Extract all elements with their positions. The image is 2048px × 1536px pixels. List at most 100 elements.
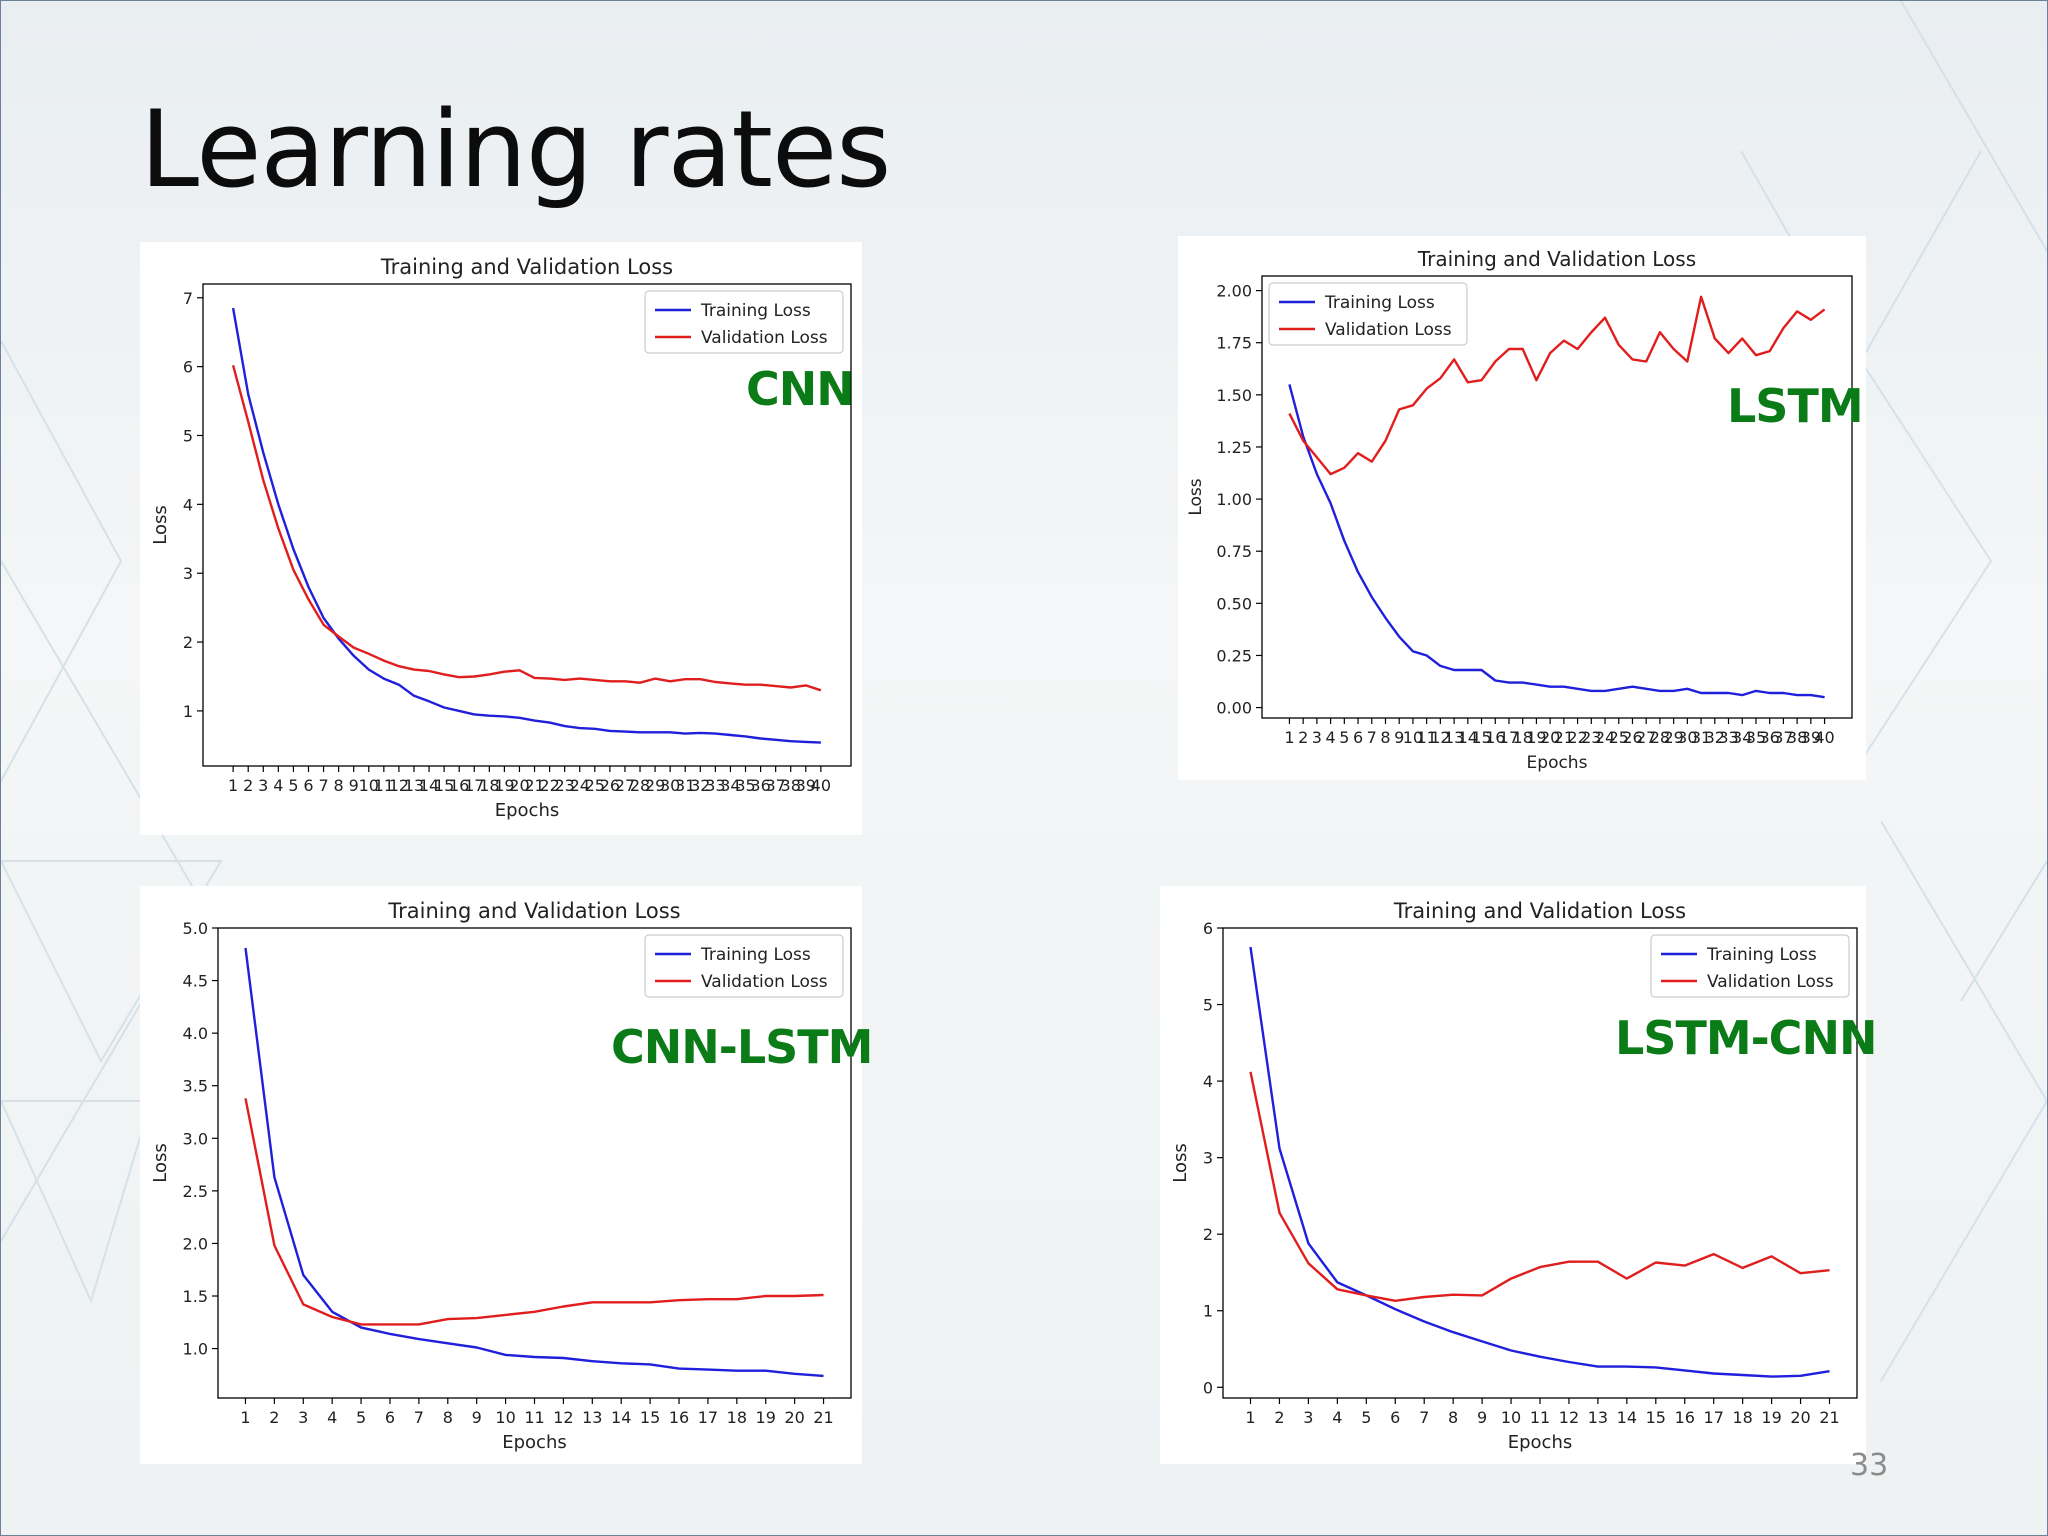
x-tick-label: 9 [349,776,359,795]
chart-title: Training and Validation Loss [380,255,673,279]
x-tick-label: 13 [404,776,424,795]
x-tick-label: 3 [298,1408,308,1427]
x-tick-label: 35 [735,776,755,795]
x-tick-label: 3 [1303,1408,1313,1427]
plot-frame [1222,927,1858,1399]
x-tick-label: 19 [1761,1408,1781,1427]
x-tick-label: 39 [1801,728,1821,747]
x-tick-label: 8 [1448,1408,1458,1427]
x-tick-label: 34 [1732,728,1752,747]
x-tick-label: 37 [765,776,785,795]
x-tick-label: 20 [509,776,529,795]
model-label-cnn: CNN [746,362,855,416]
y-tick-label: 4 [1203,1072,1213,1091]
legend-entry: Validation Loss [701,972,828,992]
x-tick-label: 17 [1499,728,1519,747]
x-tick-label: 23 [554,776,574,795]
y-tick-label: 0.50 [1216,594,1252,613]
page-number: 33 [1850,1448,1889,1483]
training-loss-line [244,947,824,1378]
x-tick-label: 13 [1588,1408,1608,1427]
x-tick-label: 5 [356,1408,366,1427]
x-tick-label: 1 [1284,728,1294,747]
x-axis-label: Epochs [495,800,560,821]
x-tick-label: 2 [1298,728,1308,747]
training-loss-line [1288,384,1825,699]
y-tick-label: 0 [1203,1378,1213,1397]
y-tick-label: 2 [183,633,193,652]
x-tick-label: 12 [1559,1408,1579,1427]
x-tick-label: 38 [781,776,801,795]
legend-entry: Validation Loss [1707,972,1834,992]
y-tick-label: 0.75 [1216,542,1252,561]
x-tick-label: 21 [813,1408,833,1427]
x-tick-label: 1 [228,776,238,795]
x-tick-label: 20 [1540,728,1560,747]
x-tick-label: 23 [1581,728,1601,747]
x-tick-label: 19 [1526,728,1546,747]
x-tick-label: 15 [640,1408,660,1427]
x-tick-label: 16 [1675,1408,1695,1427]
x-tick-label: 27 [1636,728,1656,747]
x-tick-label: 27 [615,776,635,795]
x-tick-label: 25 [585,776,605,795]
x-tick-label: 31 [1691,728,1711,747]
x-tick-label: 14 [611,1408,631,1427]
x-tick-label: 2 [243,776,253,795]
y-axis-label: Loss [1186,478,1206,515]
x-tick-label: 5 [1339,728,1349,747]
x-tick-label: 16 [669,1408,689,1427]
plot-frame [1261,275,1853,719]
x-tick-label: 18 [479,776,499,795]
x-tick-label: 25 [1609,728,1629,747]
y-tick-label: 2.00 [1216,282,1252,301]
chart-lstm: Training and Validation Loss 0.00 0.25 0.50… [1186,247,1853,773]
x-tick-label: 4 [1332,1408,1342,1427]
x-axis-label: Epochs [502,1432,567,1453]
training-loss-line [1249,946,1830,1378]
x-tick-label: 14 [419,776,439,795]
y-tick-label: 4.0 [183,1024,208,1043]
x-tick-label: 5 [1361,1408,1371,1427]
x-tick-label: 29 [1663,728,1683,747]
x-tick-label: 7 [1367,728,1377,747]
x-tick-label: 4 [1326,728,1336,747]
x-tick-label: 18 [1732,1408,1752,1427]
y-tick-label: 6 [1203,919,1213,938]
x-tick-label: 31 [675,776,695,795]
x-tick-label: 35 [1746,728,1766,747]
y-axis-label: Loss [1170,1143,1191,1182]
x-tick-label: 20 [784,1408,804,1427]
y-axis-label: Loss [150,505,171,544]
x-tick-label: 26 [600,776,620,795]
x-tick-label: 12 [553,1408,573,1427]
x-tick-label: 33 [1718,728,1738,747]
training-loss-line [231,307,821,744]
y-tick-label: 1.00 [1216,490,1252,509]
x-tick-label: 15 [1471,728,1491,747]
y-tick-label: 2.5 [183,1182,208,1201]
x-tick-label: 9 [1394,728,1404,747]
legend-entry: Training Loss [700,301,811,321]
chart-title: Training and Validation Loss [387,899,680,923]
x-tick-label: 6 [1390,1408,1400,1427]
x-tick-label: 12 [389,776,409,795]
y-tick-label: 2.0 [183,1234,208,1253]
chart-panel-cnn: Training and Validation Loss 1 2 3 4 5 6 7 1 2 3 4 5… [140,242,862,835]
y-tick-label: 4 [183,495,193,514]
legend-box [644,934,844,998]
x-tick-label: 30 [1677,728,1697,747]
x-tick-label: 10 [1403,728,1423,747]
x-tick-label: 1 [1245,1408,1255,1427]
y-tick-label: 1.0 [183,1340,208,1359]
plot-frame [217,927,852,1399]
legend-entry: Training Loss [1324,293,1435,313]
legend-entry: Training Loss [700,945,811,965]
x-tick-label: 36 [750,776,770,795]
validation-loss-line [1249,1071,1830,1302]
x-tick-label: 22 [1567,728,1587,747]
x-tick-label: 10 [495,1408,515,1427]
x-tick-label: 32 [1705,728,1725,747]
